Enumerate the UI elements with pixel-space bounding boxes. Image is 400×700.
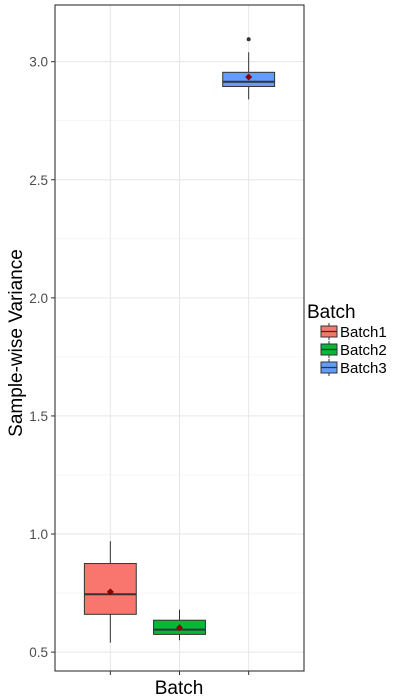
- box-batch3: [222, 37, 276, 100]
- box-batch1: [83, 541, 137, 643]
- legend-item-batch1: Batch1: [320, 323, 387, 341]
- x-axis-title: Batch: [155, 678, 204, 699]
- box-batch2: [153, 609, 206, 641]
- y-axis: 0.5 1.0 1.5 2.0 2.5 3.0: [29, 55, 55, 660]
- mean-marker: [245, 73, 253, 81]
- grid-lines: [55, 5, 304, 671]
- y-tick-label: 1.0: [29, 527, 48, 542]
- legend-item-batch3: Batch3: [320, 359, 387, 377]
- y-axis-title: Sample-wise Variance: [6, 249, 27, 437]
- y-tick-label: 2.5: [29, 173, 48, 188]
- outlier-point: [246, 37, 251, 42]
- boxes: [83, 37, 276, 643]
- y-tick-label: 3.0: [29, 55, 48, 70]
- mean-marker: [106, 588, 114, 596]
- legend-title: Batch: [307, 302, 356, 323]
- y-tick-label: 1.5: [29, 409, 48, 424]
- y-tick-label: 2.0: [29, 291, 48, 306]
- x-axis: [109, 671, 250, 675]
- legend-label: Batch2: [340, 342, 387, 359]
- legend-item-batch2: Batch2: [320, 341, 387, 359]
- y-tick-label: 0.5: [29, 645, 48, 660]
- mean-marker: [176, 624, 183, 632]
- legend-label: Batch1: [340, 324, 387, 341]
- legend-label: Batch3: [340, 360, 387, 377]
